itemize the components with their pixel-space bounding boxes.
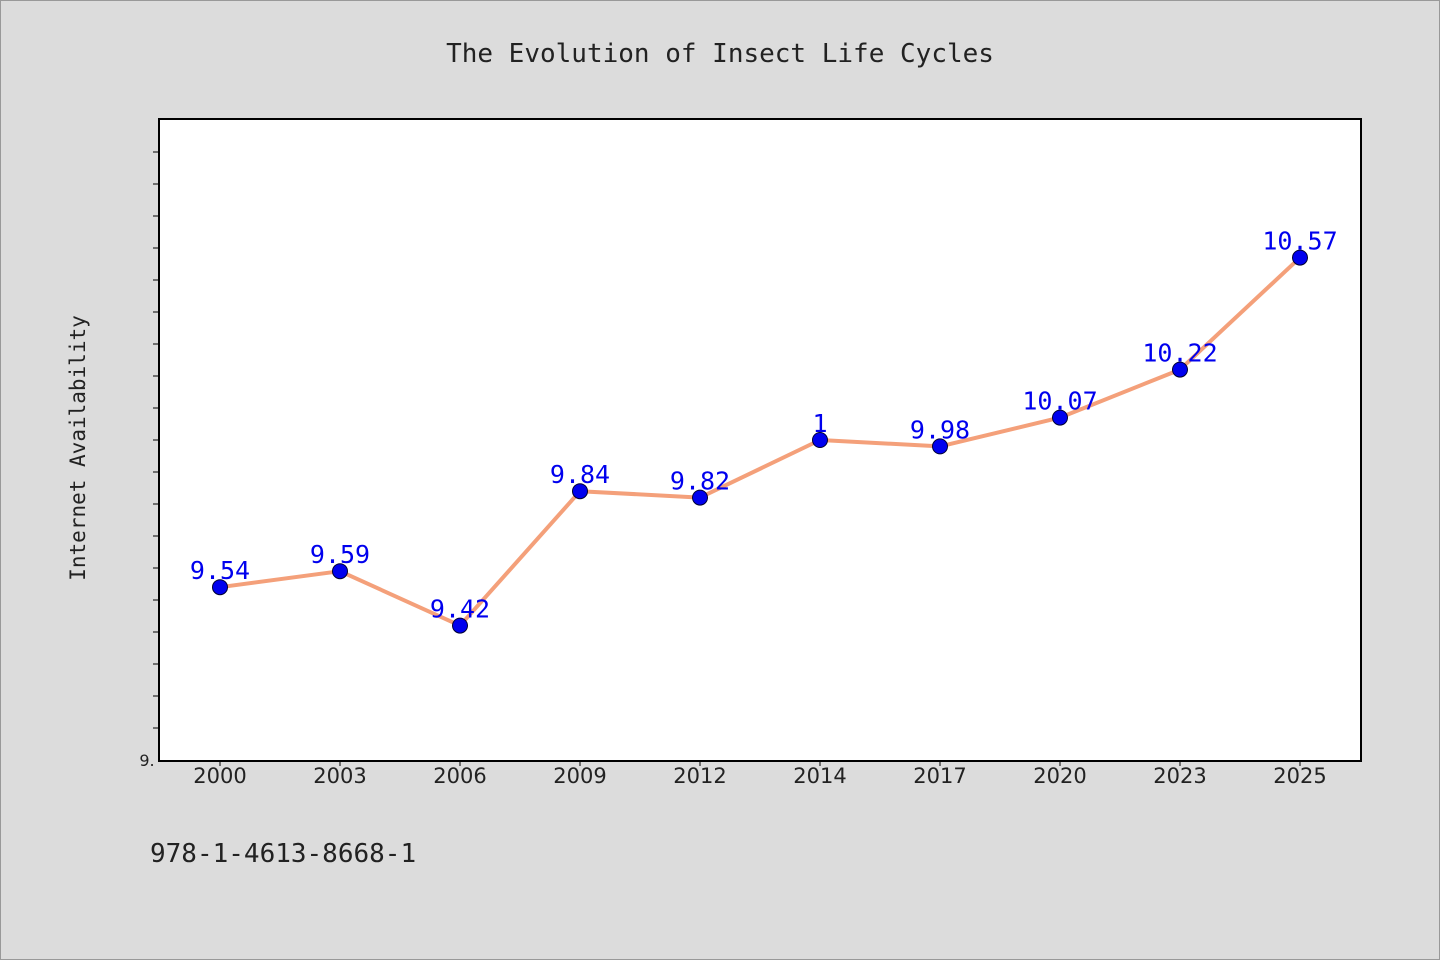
plot-area: [158, 118, 1362, 762]
x-tick-label: 2012: [673, 764, 726, 788]
x-tick-label: 2017: [913, 764, 966, 788]
data-label: 1: [812, 409, 827, 438]
series-line: [219, 256, 1302, 628]
y-tick-label: 9.: [139, 751, 154, 770]
data-point: [1292, 249, 1308, 266]
data-point: [812, 432, 828, 448]
data-point: [1172, 361, 1188, 378]
data-label: 10.22: [1142, 339, 1217, 368]
data-label: 10.57: [1262, 227, 1337, 256]
y-axis-label: Internet Availability: [66, 315, 90, 581]
data-point: [692, 489, 708, 506]
x-tick-label: 2014: [793, 764, 846, 788]
x-tick-label: 2000: [193, 764, 246, 788]
data-label: 10.07: [1022, 387, 1097, 416]
data-point: [1052, 409, 1068, 426]
x-tick-label: 2020: [1033, 764, 1086, 788]
data-point: [932, 438, 948, 455]
data-labels: 9.54 9.59 9.42 9.84 9.82 1 9.98 10.07 10.22 10.57: [190, 227, 1338, 624]
data-point: [452, 617, 468, 634]
data-point: [572, 483, 588, 500]
data-markers: [212, 249, 1308, 634]
x-tick-label: 2003: [313, 764, 366, 788]
data-point: [212, 579, 228, 596]
x-tick-label: 2025: [1273, 764, 1326, 788]
x-tick-label: 2009: [553, 764, 606, 788]
data-label: 9.82: [670, 467, 730, 496]
x-axis-ticks: 2000 2003 2006 2009 2012 2014 2017 2020 2023 2025: [193, 760, 1327, 788]
data-label: 9.98: [910, 415, 970, 444]
data-label: 9.42: [430, 595, 490, 624]
x-tick-label: 2023: [1153, 764, 1206, 788]
data-label: 9.84: [550, 460, 610, 489]
chart-title: The Evolution of Insect Life Cycles: [446, 39, 994, 69]
data-label: 9.59: [310, 540, 370, 569]
x-tick-label: 2006: [433, 764, 486, 788]
y-axis-ticks: [153, 151, 160, 729]
data-label: 9.54: [190, 556, 250, 585]
data-point: [332, 563, 348, 580]
footer-code: 978-1-4613-8668-1: [150, 839, 416, 869]
